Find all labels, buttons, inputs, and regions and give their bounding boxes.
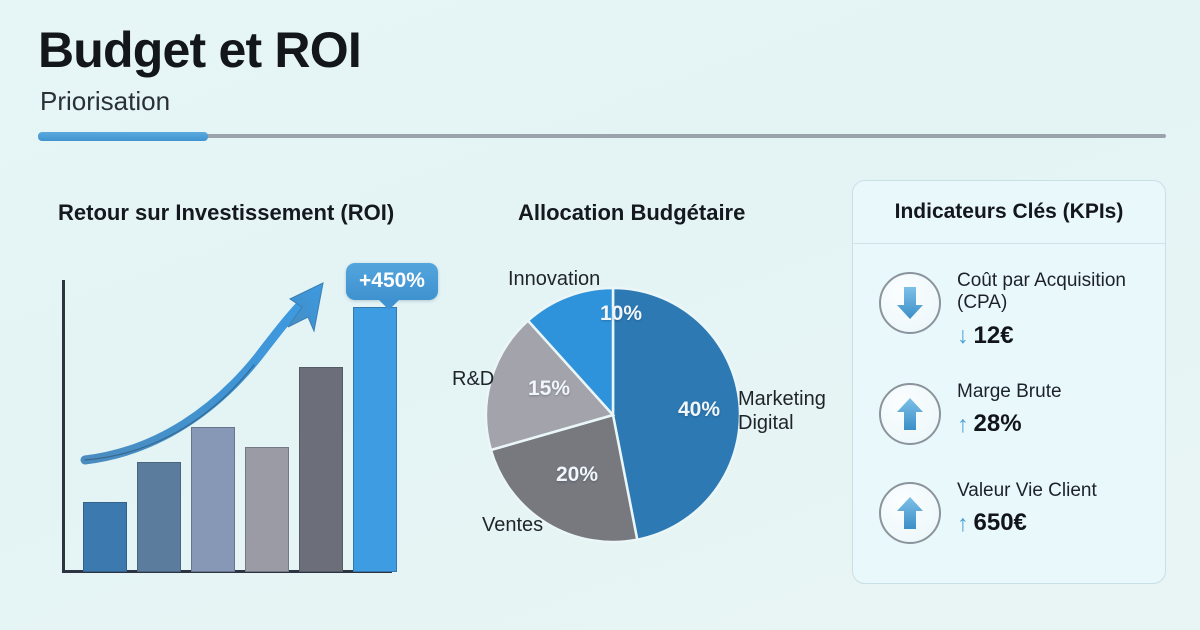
kpi-label: Valeur Vie Client xyxy=(957,479,1097,501)
bar-1 xyxy=(83,502,127,572)
pie-slice-innovation xyxy=(526,286,615,419)
kpi-value: ↑ 28% xyxy=(957,410,1062,438)
pie-label-innovation: Innovation xyxy=(508,268,601,290)
kpi-item: Marge Brute ↑ 28% xyxy=(853,379,1165,449)
kpi-trend-arrow-icon: ↑ xyxy=(957,509,969,536)
kpi-label: Coût par Acquisition (CPA) xyxy=(957,270,1126,314)
kpi-text: Valeur Vie Client ↑ 650€ xyxy=(957,478,1097,537)
y-axis-line xyxy=(62,280,65,572)
page-title: Budget et ROI xyxy=(38,22,362,78)
kpi-number: 650€ xyxy=(973,509,1027,537)
kpi-value: ↑ 650€ xyxy=(957,509,1097,537)
kpi-number: 12€ xyxy=(973,321,1014,349)
kpi-panel-title: Indicateurs Clés (KPIs) xyxy=(894,200,1124,223)
bar-6 xyxy=(353,307,397,572)
kpi-panel: Indicateurs Clés (KPIs) Coût par Acquisi… xyxy=(852,180,1166,584)
budget-allocation-pie-chart: 10% 15% 20% 40% Innovation R&D Ventes Ma… xyxy=(450,255,840,595)
roi-section-title: Retour sur Investissement (ROI) xyxy=(58,200,395,225)
bar-4 xyxy=(245,447,289,572)
pie-label-ventes: Ventes xyxy=(482,514,544,536)
kpi-value: ↓ 12€ xyxy=(957,322,1143,350)
pie-section-title: Allocation Budgétaire xyxy=(518,200,746,225)
pie-percent-rd: 15% xyxy=(528,377,571,400)
header-divider xyxy=(38,132,1166,142)
pie-label-marketing: Marketing Digital xyxy=(738,388,826,434)
pie-slice-ventes xyxy=(489,413,639,544)
bar-2 xyxy=(137,462,181,572)
bar-5 xyxy=(299,367,343,572)
kpi-label: Marge Brute xyxy=(957,380,1062,402)
arrow-up-icon xyxy=(897,397,923,430)
arrow-up-icon-circle xyxy=(879,382,941,445)
arrow-up-icon-circle xyxy=(879,481,941,544)
kpi-text: Coût par Acquisition (CPA) ↓ 12€ xyxy=(957,268,1143,350)
kpi-trend-arrow-icon: ↑ xyxy=(957,410,969,437)
pie-label-rd: R&D xyxy=(452,368,495,390)
kpi-text: Marge Brute ↑ 28% xyxy=(957,379,1062,438)
bar-series xyxy=(65,280,397,572)
arrow-down-icon xyxy=(897,287,923,319)
kpi-panel-header: Indicateurs Clés (KPIs) xyxy=(853,181,1165,244)
bar-3 xyxy=(191,427,235,572)
pie-percent-innovation: 10% xyxy=(600,302,643,325)
roi-badge: +450% xyxy=(346,263,438,310)
page-subtitle: Priorisation xyxy=(40,85,171,116)
kpi-trend-arrow-icon: ↓ xyxy=(957,322,969,349)
kpi-list: Coût par Acquisition (CPA) ↓ 12€ Marge Brut… xyxy=(853,244,1165,548)
kpi-item: Valeur Vie Client ↑ 650€ xyxy=(853,478,1165,548)
pie-slice-r-d xyxy=(484,318,616,452)
kpi-item: Coût par Acquisition (CPA) ↓ 12€ xyxy=(853,268,1165,350)
arrow-down-icon-circle xyxy=(879,272,941,334)
pie-svg xyxy=(484,286,742,544)
arrow-up-icon xyxy=(897,496,923,529)
kpi-number: 28% xyxy=(973,410,1022,438)
pie-percent-ventes: 20% xyxy=(556,463,599,486)
accent-progress-bar xyxy=(38,132,208,142)
pie-percent-marketing: 40% xyxy=(678,398,721,421)
page-header: Budget et ROI Priorisation xyxy=(38,22,1168,142)
pie-slice-marketing-digital xyxy=(611,286,742,542)
roi-bar-chart: +450% xyxy=(40,255,440,585)
